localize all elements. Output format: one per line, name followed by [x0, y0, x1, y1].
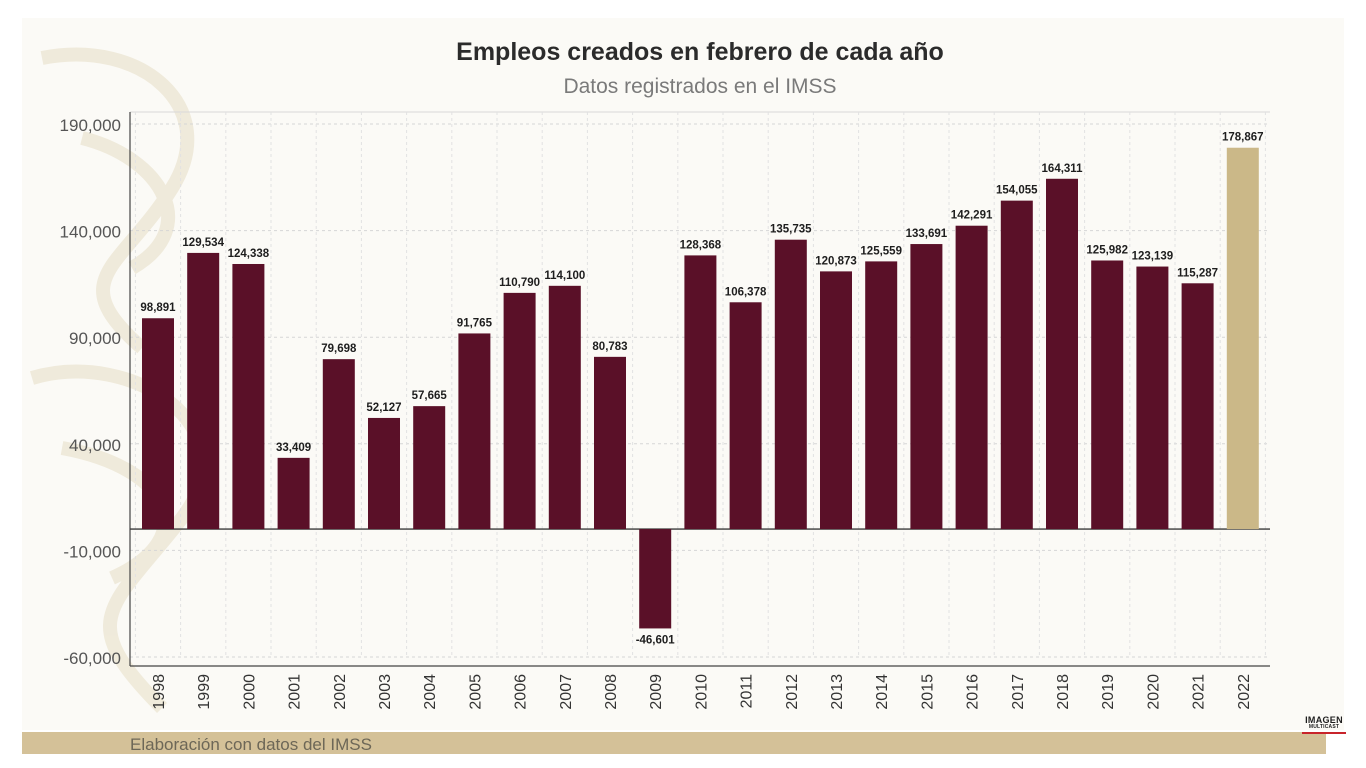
data-label: 124,338 — [228, 248, 270, 260]
x-tick-label: 2002 — [332, 674, 349, 710]
data-label: 178,867 — [1222, 132, 1264, 144]
y-tick-label: -10,000 — [63, 542, 121, 561]
data-label: 79,698 — [321, 343, 357, 355]
data-label: 125,559 — [860, 245, 902, 257]
x-tick-label: 2004 — [422, 674, 439, 710]
x-tick-label: 2003 — [377, 674, 394, 710]
bar — [458, 333, 491, 530]
x-tick-label: 2013 — [829, 674, 846, 710]
logo-text-top: IMAGEN — [1305, 715, 1343, 725]
x-tick-label: 2010 — [693, 674, 710, 710]
data-label: 129,534 — [182, 237, 224, 249]
x-tick-label: 2011 — [739, 674, 756, 709]
x-tick-label: 2021 — [1191, 674, 1208, 710]
y-tick-label: 90,000 — [69, 329, 121, 348]
bar — [503, 292, 536, 530]
x-tick-label: 2005 — [467, 674, 484, 710]
x-tick-label: 2000 — [241, 674, 258, 710]
data-label: -46,601 — [636, 634, 676, 646]
bar — [820, 271, 852, 530]
y-tick-label: 40,000 — [69, 436, 121, 455]
data-label: 80,783 — [592, 341, 627, 353]
x-tick-label: 2008 — [603, 674, 620, 710]
x-tick-labels: 1998 1999 2000 2001 2002 2003 2004 2005 2006 2007… — [151, 674, 1253, 710]
x-tick-label: 2012 — [784, 674, 801, 710]
bar — [1136, 266, 1169, 530]
x-tick-label: 1998 — [151, 674, 168, 710]
data-label: 125,982 — [1086, 244, 1128, 256]
bar — [413, 406, 446, 530]
footer-source: Elaboración con datos del IMSS — [130, 735, 372, 754]
bar — [1000, 200, 1033, 530]
y-tick-label: -60,000 — [63, 649, 121, 668]
bar — [774, 239, 807, 530]
x-tick-label: 2015 — [919, 674, 936, 710]
bar — [594, 356, 626, 530]
bar — [1226, 147, 1259, 530]
imagen-logo: IMAGEN MULTICAST — [1302, 716, 1346, 734]
data-label: 154,055 — [996, 185, 1038, 197]
data-label: 57,665 — [412, 390, 448, 402]
data-label: 114,100 — [544, 270, 585, 282]
x-tick-label: 2016 — [965, 674, 982, 710]
logo-text-bottom: MULTICAST — [1308, 724, 1340, 730]
bar — [955, 225, 988, 530]
x-tick-label: 2020 — [1145, 674, 1162, 710]
grid-lines — [130, 111, 1270, 658]
data-label: 135,735 — [770, 224, 812, 236]
x-tick-label: 2022 — [1236, 674, 1253, 710]
x-tick-label: 2007 — [558, 674, 575, 710]
data-label: 106,378 — [725, 286, 767, 298]
y-tick-label: 140,000 — [60, 223, 121, 242]
bar — [277, 457, 310, 530]
bar — [865, 261, 898, 530]
data-label: 142,291 — [951, 210, 993, 222]
bar — [322, 359, 355, 530]
bars — [142, 147, 1259, 629]
data-label: 115,287 — [1177, 267, 1218, 279]
x-tick-label: 2014 — [874, 674, 891, 710]
bar — [1046, 178, 1078, 530]
bar — [729, 302, 762, 530]
logo-underline — [1302, 732, 1346, 734]
data-label: 133,691 — [906, 228, 948, 240]
x-tick-label: 2001 — [287, 674, 304, 710]
data-label: 123,139 — [1132, 251, 1174, 263]
x-tick-label: 1999 — [196, 674, 213, 710]
bar — [232, 263, 265, 530]
bar — [910, 244, 943, 530]
bar — [187, 252, 220, 530]
x-tick-label: 2018 — [1055, 674, 1072, 710]
data-labels: 98,891 129,534 124,338 33,409 79,698 52,127 57… — [140, 132, 1263, 647]
bar — [548, 285, 581, 530]
bar — [142, 318, 174, 530]
data-label: 52,127 — [366, 402, 401, 414]
bar — [368, 417, 400, 530]
data-label: 164,311 — [1042, 163, 1084, 175]
data-label: 120,873 — [815, 255, 857, 267]
bar — [1091, 260, 1124, 530]
data-label: 110,790 — [499, 277, 540, 289]
x-tick-label: 2019 — [1100, 674, 1117, 710]
bar — [1181, 283, 1214, 530]
footer-bar — [22, 732, 1326, 754]
chart-subtitle: Datos registrados en el IMSS — [563, 75, 837, 98]
data-label: 98,891 — [140, 302, 176, 314]
data-label: 91,765 — [457, 317, 493, 329]
chart-title: Empleos creados en febrero de cada año — [456, 38, 944, 66]
bar — [639, 529, 672, 629]
x-tick-label: 2009 — [648, 674, 665, 710]
x-tick-label: 2017 — [1010, 674, 1027, 710]
bar — [684, 255, 717, 530]
data-label: 33,409 — [276, 442, 311, 454]
y-tick-labels: 190,000 140,000 90,000 40,000 -10,000 -60,000 — [60, 116, 121, 668]
x-tick-label: 2006 — [513, 674, 530, 710]
data-label: 128,368 — [680, 239, 722, 251]
y-tick-label: 190,000 — [60, 116, 121, 135]
